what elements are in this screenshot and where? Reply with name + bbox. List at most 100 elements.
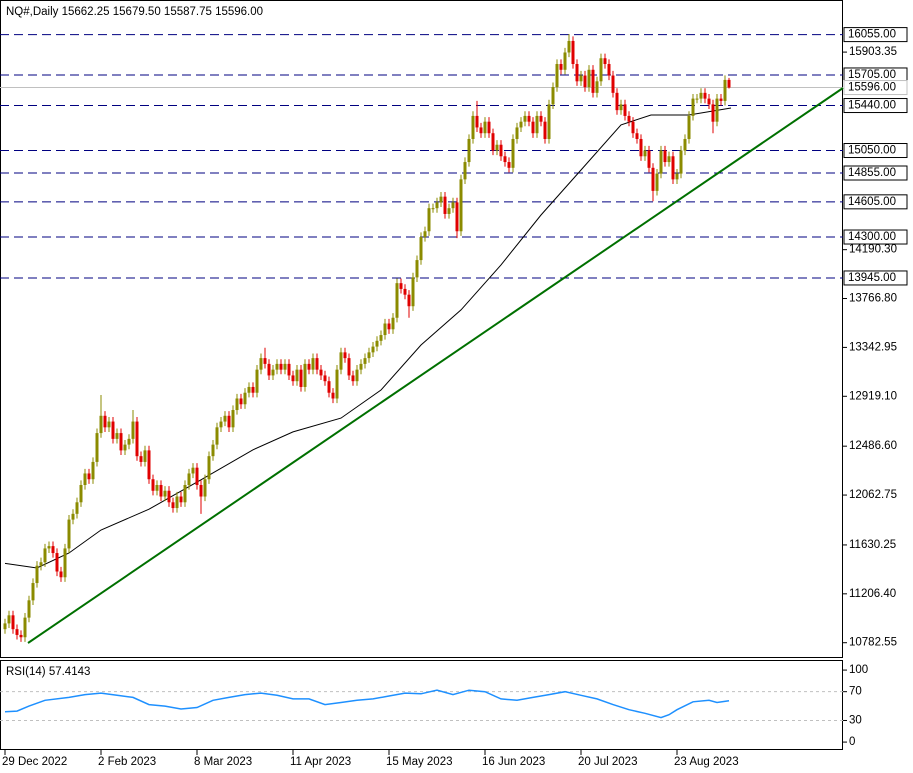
candle-body <box>175 496 179 509</box>
candle-body <box>219 421 223 428</box>
candle-body <box>535 115 539 134</box>
candle-body <box>95 433 99 462</box>
candle-body <box>235 398 239 411</box>
candle-body <box>631 121 635 134</box>
candle-body <box>599 58 603 82</box>
x-tick-label: 29 Dec 2022 <box>2 756 67 768</box>
candle-body <box>567 40 571 53</box>
candle-body <box>291 375 295 382</box>
candle-body <box>35 565 39 584</box>
candle-body <box>635 133 639 139</box>
candle-body <box>171 502 175 509</box>
candle-body <box>119 433 123 451</box>
candle-body <box>39 562 43 566</box>
current-price-box <box>843 80 908 96</box>
x-tick-label: 16 Jun 2023 <box>482 756 545 768</box>
y-tick-label: 15903.35 <box>849 46 897 58</box>
level-label-box <box>843 229 908 245</box>
candle-body <box>107 421 111 428</box>
candle-body <box>643 150 647 157</box>
candle-body <box>455 202 459 232</box>
candle-body <box>303 363 307 387</box>
candle-body <box>7 615 11 624</box>
candle-body <box>451 202 455 209</box>
y-tick-label: 12062.75 <box>849 489 897 501</box>
candle-body <box>355 369 359 382</box>
candle-body <box>123 444 127 451</box>
candle-body <box>91 461 95 480</box>
candle-body <box>267 363 271 376</box>
candle-body <box>583 75 587 88</box>
x-tick-label: 20 Jul 2023 <box>578 756 637 768</box>
rsi-line <box>4 689 730 719</box>
candle-body <box>463 162 467 180</box>
candle-body <box>307 363 311 370</box>
candle-body <box>595 81 599 93</box>
candle-body <box>335 369 339 399</box>
candle-body <box>671 156 675 180</box>
candle-body <box>491 133 495 151</box>
level-label: 15705.00 <box>848 69 896 81</box>
candle-body <box>435 202 439 209</box>
candle-body <box>319 369 323 376</box>
candle-body <box>395 283 399 318</box>
candle-body <box>127 438 131 445</box>
candle-body <box>655 173 659 191</box>
candle-body <box>147 450 151 480</box>
chart-title: NQ#,Daily 15662.25 15679.50 15587.75 155… <box>6 6 263 18</box>
level-label-box <box>843 98 908 114</box>
candle-body <box>79 484 83 503</box>
candle-body <box>507 162 511 168</box>
y-tick-label: 70 <box>849 686 862 698</box>
candle-body <box>391 317 395 330</box>
candle-body <box>663 150 667 163</box>
candle-body <box>367 352 371 359</box>
candle-body <box>423 231 427 238</box>
candle-body <box>587 69 591 88</box>
candle-body <box>227 415 231 428</box>
candle-body <box>687 115 691 139</box>
level-label: 16055.00 <box>848 29 896 41</box>
candle-body <box>691 98 695 116</box>
candle-body <box>331 392 335 399</box>
candle-body <box>223 415 227 422</box>
candle-body <box>179 496 183 503</box>
rsi-title: RSI(14) 57.4143 <box>6 666 90 678</box>
candle-body <box>51 546 55 554</box>
candle-body <box>591 69 595 93</box>
candle-body <box>703 92 707 99</box>
candle-body <box>167 490 171 503</box>
current-price-label: 15596.00 <box>848 82 896 94</box>
candle-body <box>195 467 199 485</box>
candle-body <box>163 490 167 497</box>
candle-body <box>67 519 71 549</box>
candle-body <box>667 156 671 163</box>
candle-body <box>283 363 287 370</box>
candle-body <box>559 64 563 70</box>
candle-body <box>675 173 679 180</box>
candle-body <box>615 92 619 111</box>
x-tick-label: 2 Feb 2023 <box>98 756 156 768</box>
y-tick-label: 13342.95 <box>849 341 897 353</box>
candle-body <box>371 346 375 353</box>
candle-body <box>19 634 23 638</box>
trendline <box>27 87 844 644</box>
level-label: 14855.00 <box>848 167 896 179</box>
candle-body <box>55 553 59 572</box>
y-tick-label: 11206.40 <box>849 588 896 600</box>
candle-body <box>255 369 259 393</box>
candle-body <box>527 115 531 122</box>
candle-body <box>519 121 523 128</box>
candle-body <box>211 444 215 457</box>
candle-body <box>59 571 63 578</box>
candle-body <box>99 415 103 434</box>
candle-body <box>399 283 403 289</box>
candle-body <box>619 104 623 111</box>
candle-body <box>23 617 27 638</box>
candle-body <box>459 179 463 232</box>
candle-body <box>187 473 191 485</box>
candle-body <box>487 121 491 134</box>
candle-body <box>143 450 147 462</box>
candle-body <box>511 138 515 168</box>
level-label-box <box>843 194 908 210</box>
